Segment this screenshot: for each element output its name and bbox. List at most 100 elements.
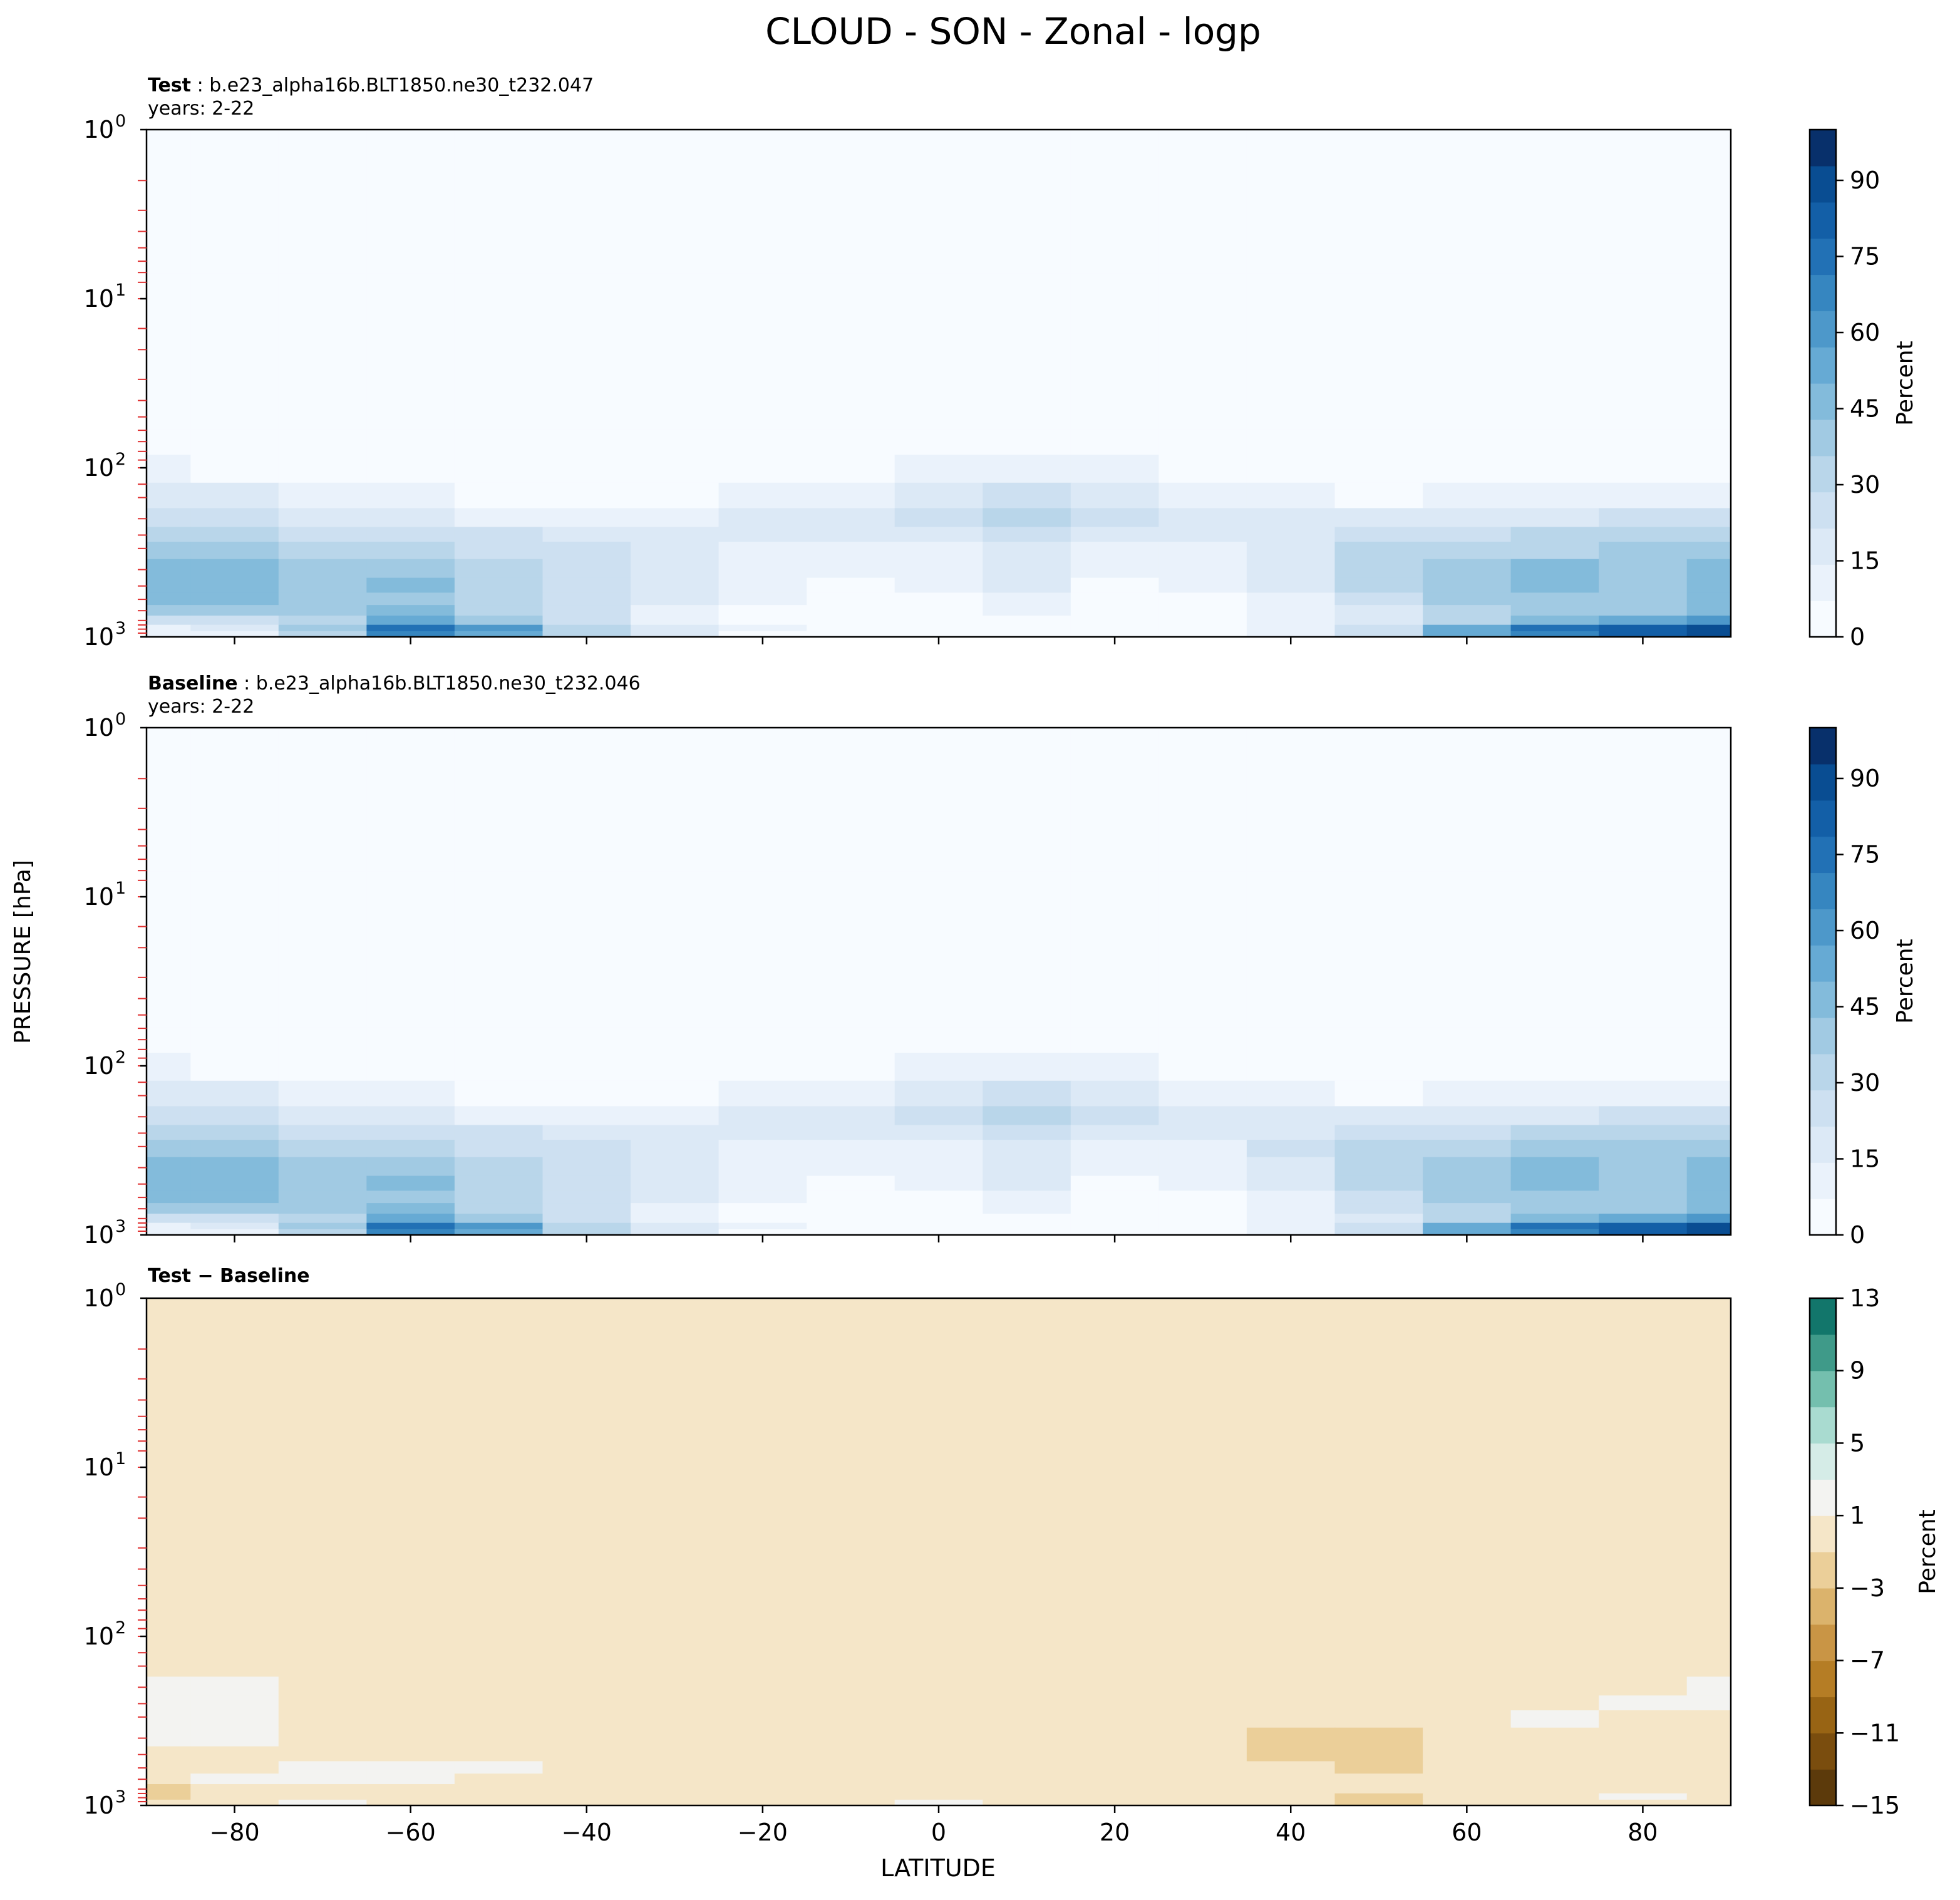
heatmap-cell: [718, 1298, 807, 1443]
heatmap-cell: [807, 605, 895, 616]
heatmap-cell: [894, 1695, 984, 1711]
heatmap-cell: [1334, 1027, 1423, 1053]
heatmap-cell: [983, 1533, 1071, 1567]
heatmap-cell: [1246, 1533, 1336, 1567]
heatmap-cell: [454, 1175, 544, 1192]
panel-subtitle: years: 2-22: [148, 98, 254, 120]
y-tick-exponent: 0: [115, 111, 126, 131]
heatmap-cell: [366, 577, 455, 594]
heatmap-cell: [542, 922, 631, 963]
heatmap-cell: [190, 1566, 279, 1599]
heatmap-cell: [1423, 324, 1512, 365]
heatmap-cell: [1686, 1027, 1731, 1053]
heatmap-cell: [1423, 1793, 1512, 1800]
x-tick-label: −40: [562, 1819, 612, 1846]
colorbar-tick-label: −15: [1850, 1792, 1900, 1819]
heatmap-cell: [1070, 963, 1160, 997]
heatmap-cell: [147, 1175, 192, 1192]
heatmap-cell: [631, 1695, 720, 1711]
heatmap-cell: [542, 542, 631, 560]
x-tick-label: 20: [1100, 1819, 1130, 1846]
heatmap-cell: [807, 592, 895, 606]
heatmap-cell: [631, 1623, 720, 1652]
heatmap-cell: [718, 1106, 807, 1126]
colorbar-segment: [1810, 1443, 1836, 1480]
heatmap-cell: [1246, 1125, 1336, 1140]
heatmap-cell: [190, 429, 279, 455]
heatmap-cell: [983, 1623, 1071, 1652]
heatmap-cell: [278, 1442, 368, 1494]
heatmap-cell: [631, 1710, 720, 1728]
heatmap-cell: [1599, 429, 1688, 455]
heatmap-cell: [1070, 871, 1160, 923]
heatmap-cell: [147, 1598, 192, 1624]
heatmap-cell: [1070, 1492, 1160, 1534]
heatmap-cell: [190, 996, 279, 1028]
heatmap-cell: [1599, 1533, 1688, 1567]
heatmap-cell: [718, 455, 807, 483]
heatmap-cell: [1070, 1140, 1160, 1158]
heatmap-cell: [894, 996, 984, 1028]
heatmap-cell: [807, 1222, 895, 1230]
heatmap-cell: [1686, 1651, 1731, 1678]
heatmap-cell: [190, 508, 279, 528]
heatmap-cell: [1070, 1799, 1160, 1805]
heatmap-cell: [631, 542, 720, 560]
heatmap-cell: [1423, 1623, 1512, 1652]
heatmap-cell: [190, 1442, 279, 1494]
heatmap-cell: [1599, 559, 1688, 579]
heatmap-cell: [894, 1492, 984, 1534]
heatmap-cell: [1686, 1125, 1731, 1140]
heatmap-cell: [807, 508, 895, 528]
heatmap-cell: [1158, 1442, 1247, 1494]
y-axis-label: PRESSURE [hPa]: [10, 860, 36, 1044]
heatmap-cell: [1423, 1222, 1512, 1230]
heatmap-cell: [454, 1695, 544, 1711]
heatmap-cell: [1070, 1676, 1160, 1696]
heatmap-cell: [1070, 1157, 1160, 1177]
heatmap-cell: [1334, 1799, 1423, 1805]
heatmap-cell: [631, 527, 720, 542]
heatmap-cell: [1599, 1229, 1688, 1235]
heatmap-cell: [1334, 1774, 1423, 1785]
heatmap-cell: [190, 1710, 279, 1728]
heatmap-cell: [718, 1727, 807, 1747]
heatmap-cell: [1599, 1157, 1688, 1177]
heatmap-cell: [147, 996, 192, 1028]
heatmap-cell: [190, 1676, 279, 1696]
colorbar-tick-label: 13: [1850, 1284, 1880, 1312]
heatmap-cell: [1246, 1784, 1336, 1794]
heatmap-cell: [894, 1710, 984, 1728]
heatmap-cell: [1686, 1492, 1731, 1534]
heatmap-cell: [718, 1157, 807, 1177]
heatmap-cell: [454, 542, 544, 560]
heatmap-cell: [1510, 1190, 1599, 1204]
heatmap-cell: [631, 1157, 720, 1177]
colorbar-segment: [1810, 455, 1836, 493]
heatmap-cell: [454, 1533, 544, 1567]
heatmap-cell: [1510, 364, 1599, 399]
colorbar-segment: [1810, 419, 1836, 457]
heatmap-cell: [1334, 1140, 1423, 1158]
heatmap-cell: [1686, 273, 1731, 325]
heatmap-cell: [190, 922, 279, 963]
heatmap-cell: [190, 1190, 279, 1204]
colorbar-label: Percent: [1892, 341, 1918, 425]
heatmap-cell: [190, 364, 279, 399]
heatmap-cell: [1334, 542, 1423, 560]
heatmap-cell: [807, 728, 895, 872]
heatmap-cell: [1070, 1710, 1160, 1728]
heatmap-cell: [718, 1746, 807, 1762]
heatmap-cell: [366, 871, 455, 923]
heatmap-cell: [1423, 1651, 1512, 1678]
x-tick-label: −80: [209, 1819, 259, 1846]
heatmap-cell: [542, 1222, 631, 1230]
heatmap-cell: [807, 1695, 895, 1711]
heatmap-cell: [718, 1533, 807, 1567]
heatmap-cell: [1246, 130, 1336, 274]
heatmap-cell: [542, 1623, 631, 1652]
heatmap-cell: [807, 1203, 895, 1214]
heatmap-cell: [1246, 273, 1336, 325]
heatmap-cell: [718, 605, 807, 616]
heatmap-cell: [1423, 429, 1512, 455]
